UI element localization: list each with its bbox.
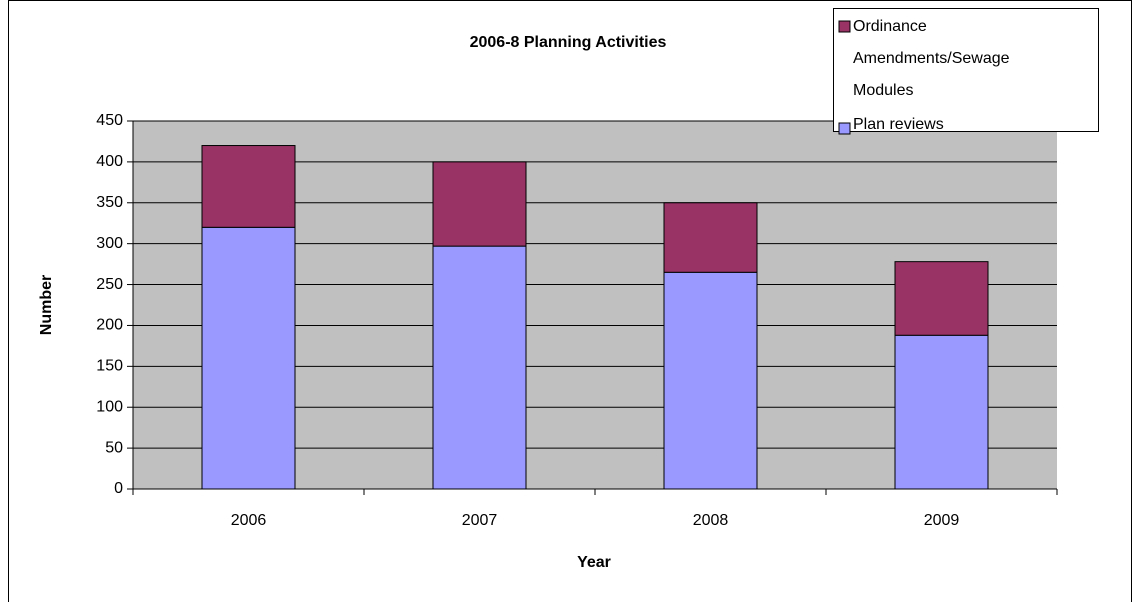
y-tick-label: 200	[96, 317, 123, 334]
y-tick-label: 100	[96, 398, 123, 415]
legend-swatch	[838, 122, 851, 135]
y-tick-label: 50	[105, 439, 123, 456]
bar-segment	[663, 202, 758, 273]
y-tick-label: 400	[96, 153, 123, 170]
bar-segment	[894, 334, 989, 490]
legend-swatch	[838, 20, 851, 33]
x-tick-label: 2007	[462, 512, 498, 529]
legend-label: Ordinance Amendments/Sewage Modules	[853, 18, 1010, 99]
bar-segment	[201, 145, 296, 228]
bar-segment	[432, 245, 527, 490]
x-axis-label: Year	[577, 554, 611, 571]
y-axis-label: Number	[38, 275, 55, 335]
y-tick-label: 250	[96, 276, 123, 293]
legend-item: Plan reviews	[853, 116, 944, 133]
y-tick-label: 350	[96, 194, 123, 211]
y-tick-label: 150	[96, 358, 123, 375]
chart-title: 2006-8 Planning Activities	[470, 34, 667, 51]
y-tick-label: 450	[96, 112, 123, 129]
x-tick-label: 2009	[924, 512, 960, 529]
x-tick-label: 2008	[693, 512, 729, 529]
y-tick-label: 300	[96, 235, 123, 252]
x-tick-label: 2006	[231, 512, 267, 529]
legend-label: Plan reviews	[853, 116, 944, 133]
bar-segment	[663, 271, 758, 490]
y-tick-label: 0	[114, 480, 123, 497]
bar-segment	[201, 226, 296, 490]
bar-segment	[894, 261, 989, 336]
legend	[833, 8, 1099, 132]
legend-item: Ordinance Amendments/Sewage Modules	[853, 18, 1010, 99]
bar-segment	[432, 161, 527, 247]
